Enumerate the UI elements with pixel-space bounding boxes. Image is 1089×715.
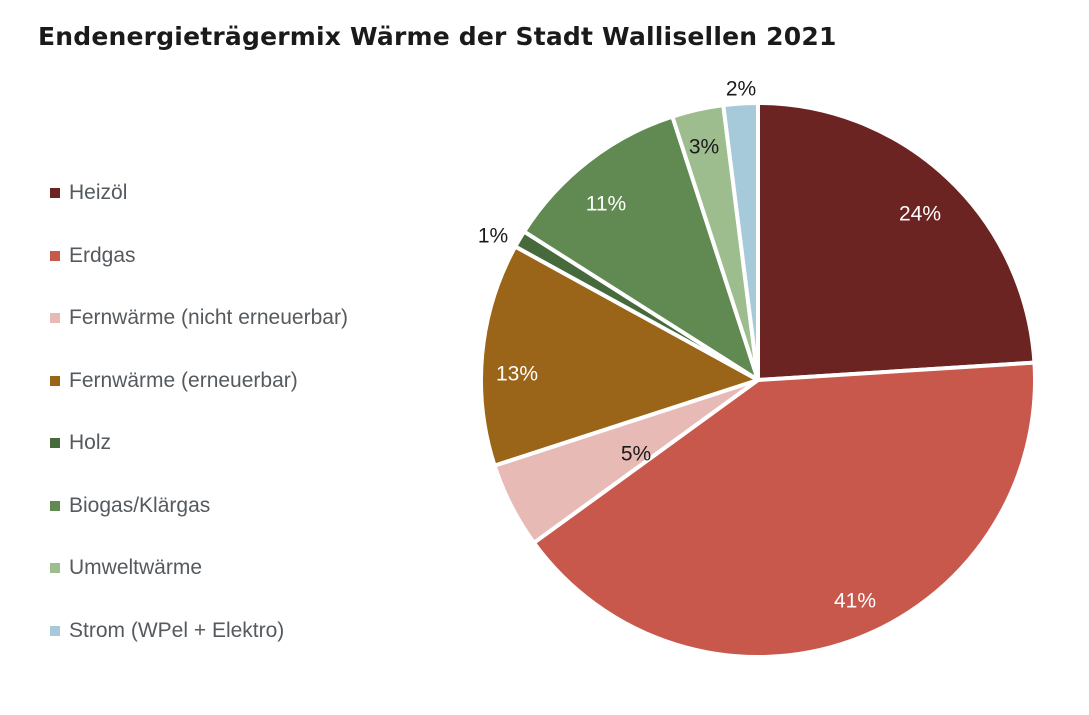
legend-label: Biogas/Klärgas <box>69 493 211 517</box>
legend-item: Strom (WPel + Elektro) <box>50 616 284 646</box>
legend-label: Heizöl <box>69 181 128 204</box>
legend-swatch <box>50 313 60 323</box>
legend-item: Fernwärme (erneuerbar) <box>50 366 298 396</box>
legend-swatch <box>50 563 60 573</box>
data-label: 5% <box>621 443 651 466</box>
legend-label: Holz <box>69 431 112 454</box>
legend-label: Umweltwärme <box>69 556 203 579</box>
legend-item: Erdgas <box>50 241 136 271</box>
pie-slice <box>479 244 760 468</box>
data-label: 41% <box>834 590 876 613</box>
data-label: 24% <box>899 203 941 226</box>
legend-label: Strom (WPel + Elektro) <box>69 618 285 642</box>
data-label: 1% <box>478 225 508 248</box>
pie-slice <box>756 101 1037 382</box>
legend-item: Fernwärme (nicht erneuerbar) <box>50 303 348 333</box>
data-label: 3% <box>689 136 719 159</box>
legend-swatch <box>50 375 60 386</box>
legend-item: Holz <box>50 428 111 458</box>
chart-title: Endenergieträgermix Wärme der Stadt Wall… <box>38 22 837 51</box>
legend-swatch <box>50 438 60 448</box>
legend-swatch <box>50 188 60 198</box>
legend-swatch <box>50 250 60 261</box>
data-label: 13% <box>496 363 538 386</box>
legend-label: Fernwärme (erneuerbar) <box>69 368 298 392</box>
data-label: 2% <box>726 78 756 101</box>
pie-slice <box>721 101 760 382</box>
data-label: 11% <box>586 193 626 216</box>
legend-item: Heizöl <box>50 178 127 208</box>
legend-label: Fernwärme (nicht erneuerbar) <box>69 306 348 329</box>
legend-swatch <box>50 625 60 636</box>
pie-slice <box>522 114 760 382</box>
legend-swatch <box>50 500 60 511</box>
legend-item: Umweltwärme <box>50 553 202 583</box>
legend-item: Biogas/Klärgas <box>50 491 210 521</box>
pie-slice <box>531 360 1037 659</box>
legend-label: Erdgas <box>69 243 136 267</box>
